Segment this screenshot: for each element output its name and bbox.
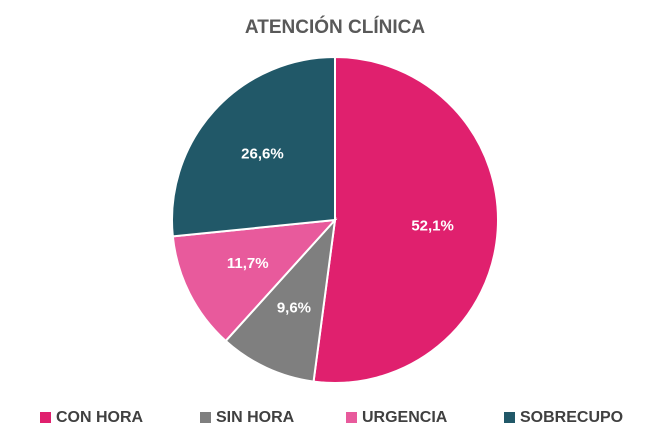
pie-slice [312,55,499,384]
data-label: 52,1% [411,217,454,234]
pie-slice [171,218,338,343]
chart-title: ATENCIÓN CLÍNICA [245,16,425,38]
legend-label: CON HORA [56,409,144,426]
legend-label: SOBRECUPO [520,409,623,426]
pie-slice [224,216,337,383]
pie-slice [171,55,336,238]
data-label: 9,6% [277,300,311,317]
data-label: 11,7% [227,255,269,272]
legend-swatch [200,412,211,423]
legend-swatch [40,412,51,423]
legend-swatch [504,412,515,423]
legend-label: SIN HORA [216,409,295,426]
legend-swatch [346,412,357,423]
legend-label: URGENCIA [362,409,448,426]
data-label: 26,6% [241,145,284,162]
